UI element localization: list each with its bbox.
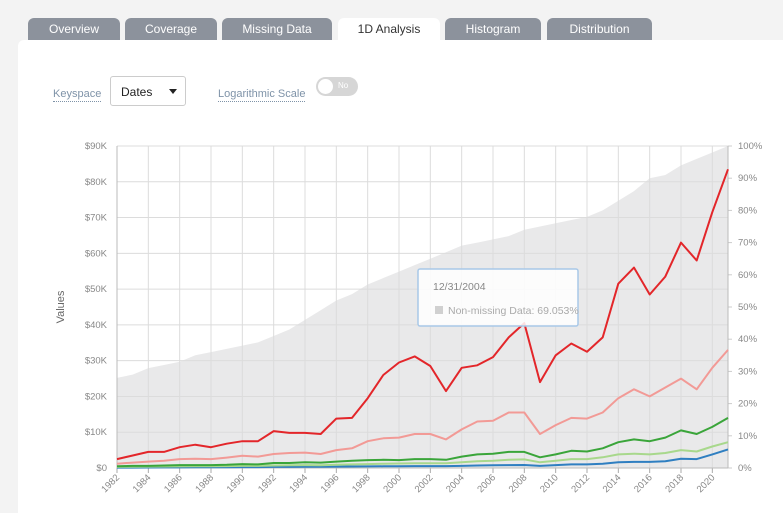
toggle-text: No — [338, 81, 349, 90]
tab[interactable]: Histogram — [445, 18, 541, 40]
dropdown-arrow — [169, 89, 177, 94]
panel — [18, 40, 783, 513]
tab[interactable]: Distribution — [547, 18, 652, 40]
log-toggle[interactable]: No — [316, 77, 358, 96]
keyspace-dropdown[interactable]: Dates — [110, 76, 186, 106]
tab[interactable]: 1D Analysis — [338, 18, 440, 40]
toggle-knob — [318, 79, 333, 94]
log-label: Logarithmic Scale — [218, 88, 306, 102]
tab[interactable]: Overview — [28, 18, 120, 40]
tab[interactable]: Coverage — [125, 18, 217, 40]
tab[interactable]: Missing Data — [222, 18, 332, 40]
keyspace-label: Keyspace — [53, 88, 102, 102]
dropdown-value: Dates — [121, 85, 153, 99]
